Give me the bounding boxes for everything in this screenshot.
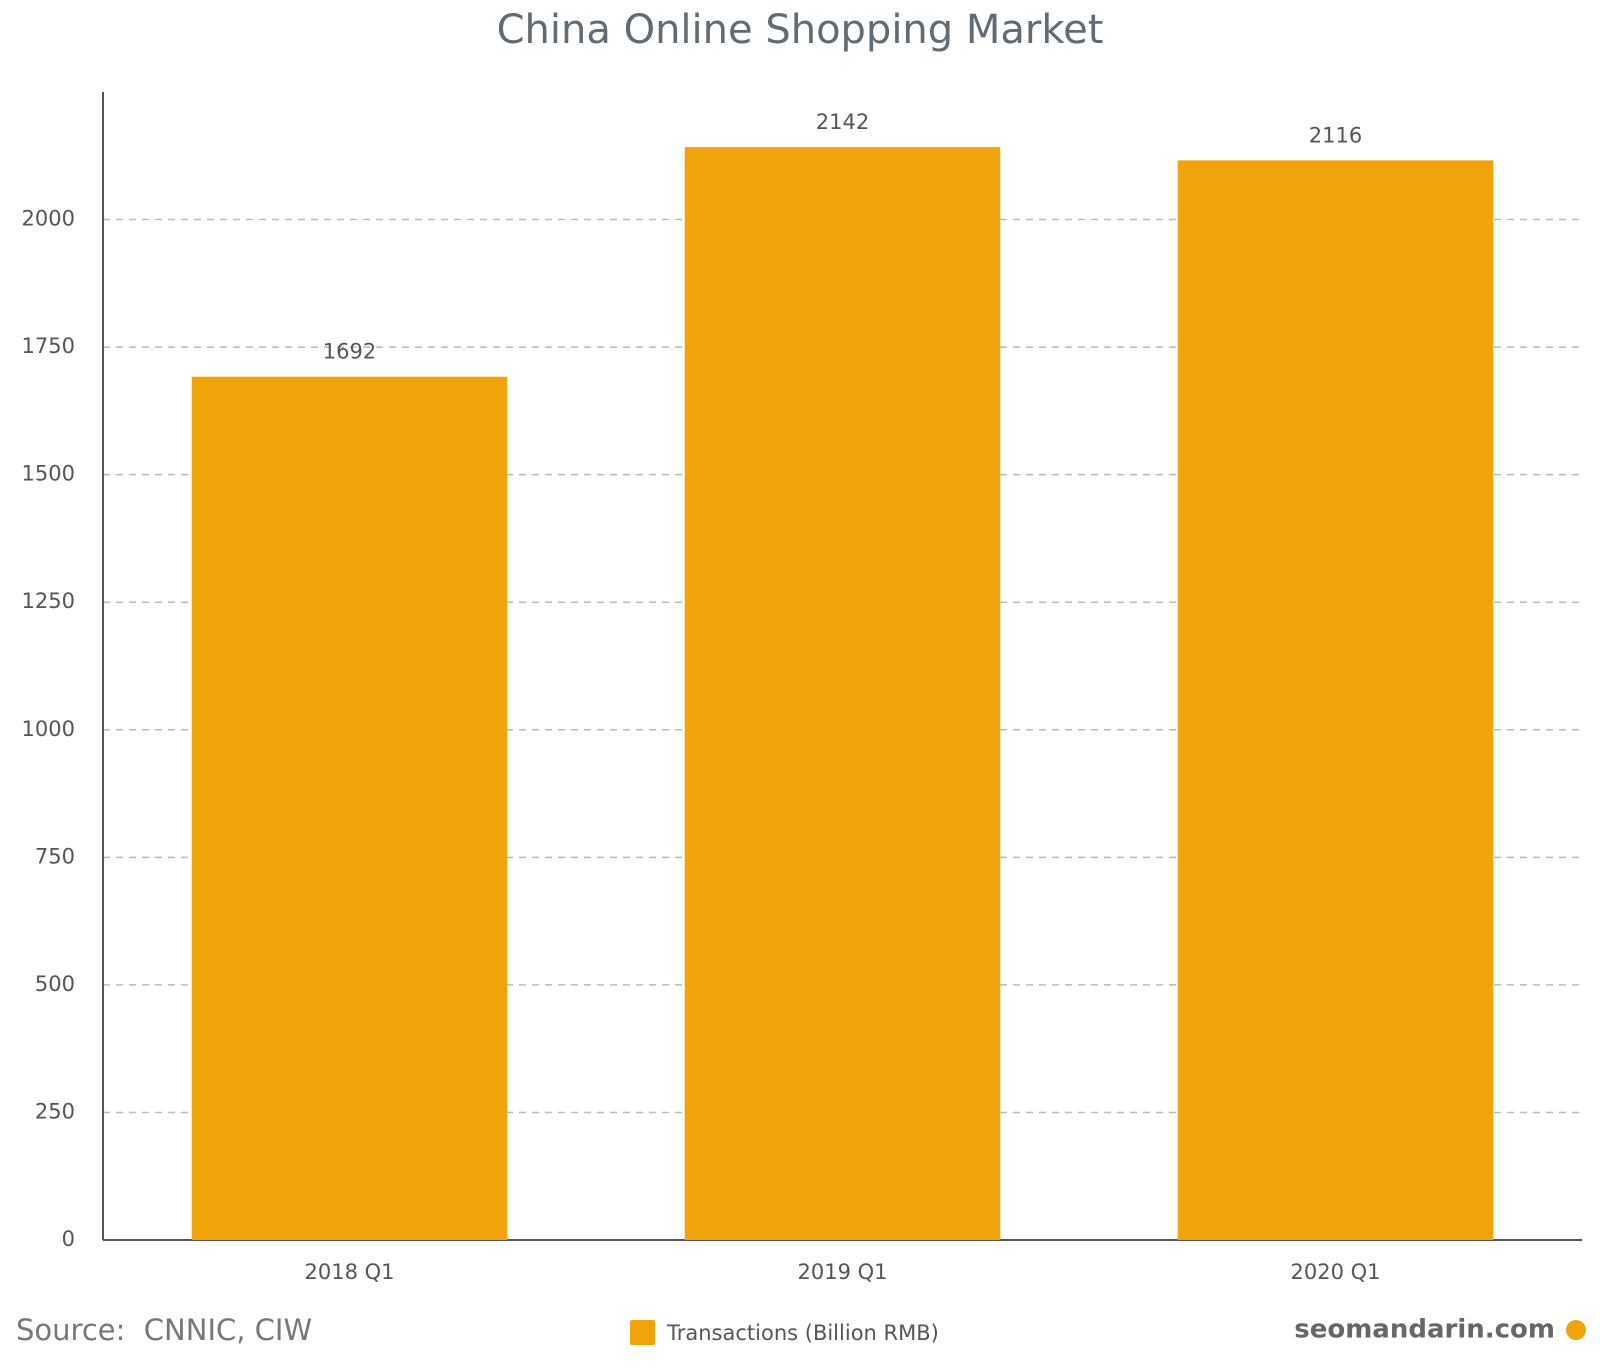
x-tick-label: 2019 Q1 bbox=[797, 1260, 887, 1284]
y-tick-label: 2000 bbox=[22, 207, 75, 231]
y-tick-label: 1250 bbox=[22, 589, 75, 613]
value-label: 2142 bbox=[816, 110, 869, 134]
x-tick-label: 2020 Q1 bbox=[1290, 1260, 1380, 1284]
source: Source: CNNIC, CIW bbox=[16, 1313, 312, 1347]
y-tick-label: 0 bbox=[62, 1227, 75, 1251]
chart-title: China Online Shopping Market bbox=[497, 7, 1104, 53]
watermark-logo bbox=[1566, 1320, 1586, 1340]
bar bbox=[684, 147, 1001, 1240]
watermark: seomandarin.com bbox=[1294, 1315, 1555, 1345]
y-tick-label: 1000 bbox=[22, 717, 75, 741]
value-label: 1692 bbox=[323, 340, 376, 364]
legend-swatch bbox=[630, 1320, 655, 1345]
y-tick-label: 250 bbox=[35, 1099, 75, 1123]
bar bbox=[191, 376, 508, 1241]
bar bbox=[1177, 160, 1494, 1241]
y-tick-label: 1750 bbox=[22, 334, 75, 358]
y-tick-label: 500 bbox=[35, 972, 75, 996]
y-tick-label: 1500 bbox=[22, 462, 75, 486]
legend-label: Transactions (Billion RMB) bbox=[666, 1321, 939, 1345]
y-tick-label: 750 bbox=[35, 844, 75, 868]
x-tick-label: 2018 Q1 bbox=[304, 1260, 394, 1284]
value-label: 2116 bbox=[1309, 123, 1362, 147]
